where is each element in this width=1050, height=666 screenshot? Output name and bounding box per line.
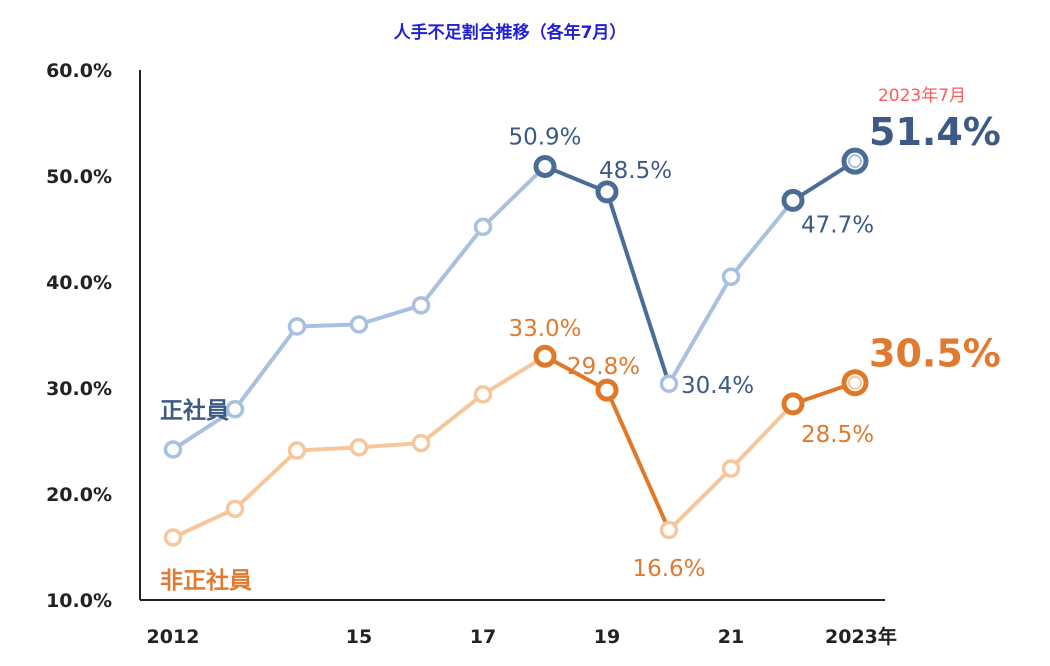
latest-month-note: 2023年7月 [878, 86, 966, 106]
data-point [225, 399, 245, 419]
series-nonregular [163, 344, 869, 547]
y-tick-label: 30.0% [46, 378, 112, 400]
data-point [659, 374, 679, 394]
x-tick-label: 2023年 [825, 625, 897, 648]
data-point [163, 440, 183, 459]
y-tick-label: 60.0% [46, 60, 112, 82]
data-point-inner [848, 375, 862, 390]
data-label: 29.8% [567, 354, 640, 380]
x-tick-label: 19 [594, 626, 620, 648]
data-point [349, 315, 369, 334]
series-segment [481, 354, 547, 397]
x-tick-label: 17 [470, 626, 496, 648]
data-label: 50.9% [508, 124, 581, 150]
data-point [163, 528, 183, 547]
data-point [287, 441, 307, 460]
y-tick-label: 50.0% [46, 166, 112, 188]
series-segment [419, 225, 485, 307]
y-tick-label: 10.0% [46, 590, 112, 612]
series-segment [296, 322, 360, 329]
data-point [473, 217, 493, 237]
series-segment [667, 467, 733, 532]
data-label: 51.4% [869, 110, 1001, 154]
data-point [781, 392, 805, 416]
series-segment [729, 402, 795, 470]
data-point [411, 433, 431, 453]
data-point [411, 296, 431, 315]
series-segment [605, 389, 671, 531]
data-label: 16.6% [632, 556, 705, 582]
data-label: 30.4% [681, 373, 754, 399]
x-tick-label: 2012 [147, 626, 200, 648]
data-point [473, 385, 493, 404]
data-point [533, 344, 557, 368]
series-regular [163, 147, 869, 459]
axes: 60.0% 50.0% 40.0% 30.0% 20.0% 10.0% 2012 15 17 19… [46, 60, 897, 648]
series-segment [358, 303, 422, 327]
data-point [721, 267, 741, 286]
data-point [841, 369, 869, 397]
data-point [225, 499, 245, 519]
series-segment [729, 199, 795, 278]
data-point [721, 459, 741, 478]
data-point [781, 188, 805, 212]
data-point [841, 147, 869, 175]
series-name-label: 非正社員 [160, 567, 252, 594]
series-name-label: 正社員 [160, 397, 229, 424]
x-tick-label: 21 [718, 626, 744, 648]
series-segment [233, 325, 299, 411]
data-label: 28.5% [801, 422, 874, 448]
series-layer [163, 147, 869, 547]
data-point-inner [848, 154, 862, 169]
data-point [349, 438, 369, 457]
series-segment [233, 449, 299, 511]
chart-title: 人手不足割合推移（各年7月） [394, 22, 627, 43]
series-segment [481, 165, 547, 229]
data-point [287, 317, 307, 336]
label-layer: 正社員 50.9% 48.5% 30.4% 47.7% 51.4% 非正社員 33.0% 29.… [160, 110, 1001, 594]
series-segment [605, 191, 671, 385]
data-point [659, 520, 679, 540]
data-label: 48.5% [599, 158, 672, 184]
series-segment [667, 275, 733, 385]
series-segment [296, 445, 360, 453]
data-point [533, 154, 557, 178]
data-label: 33.0% [508, 316, 581, 342]
data-label: 47.7% [801, 212, 874, 238]
series-segment [172, 507, 236, 540]
y-tick-label: 40.0% [46, 272, 112, 294]
series-segment [419, 392, 485, 445]
data-point [595, 378, 619, 402]
series-segment [544, 354, 608, 392]
x-tick-label: 15 [346, 626, 372, 648]
series-segment [171, 407, 237, 452]
data-point [595, 180, 619, 204]
y-tick-label: 20.0% [46, 484, 112, 506]
series-segment [358, 441, 422, 450]
data-label: 30.5% [869, 332, 1001, 376]
